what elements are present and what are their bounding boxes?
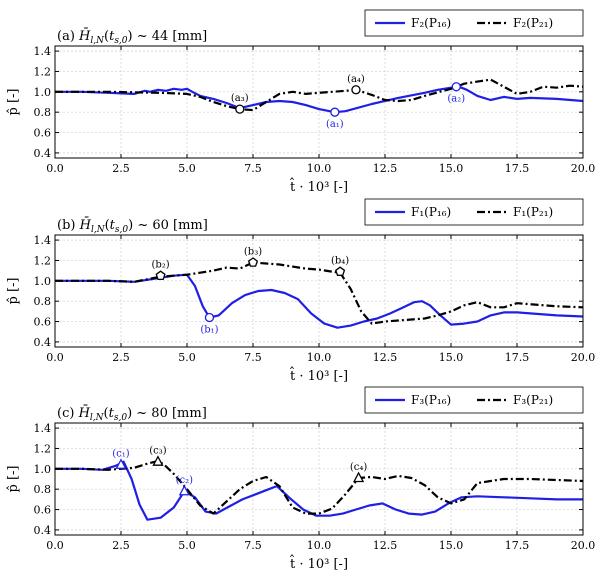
x-tick-label: 15.0 <box>439 351 464 364</box>
x-tick-label: 5.0 <box>178 351 196 364</box>
marker-label: (c₂) <box>176 475 194 486</box>
x-tick-label: 7.5 <box>244 351 262 364</box>
legend-label-1: F₃(P₁₆) <box>411 393 451 407</box>
series-line-a-1 <box>55 85 584 114</box>
panel-c: 0.0 2.5 5.0 7.5 10.0 12.5 15.0 17.5 20.0 0.4 0.6 0.… <box>6 386 596 572</box>
marker-circle <box>330 107 340 117</box>
y-tick-label: 1.2 <box>34 442 52 455</box>
x-tick-label: 17.5 <box>505 539 530 552</box>
marker-circle <box>351 85 361 95</box>
x-tick-label: 7.5 <box>244 539 262 552</box>
marker-label: (c₁) <box>112 449 130 460</box>
x-tick-label: 2.5 <box>112 351 130 364</box>
y-tick-label: 1.0 <box>34 275 52 288</box>
y-tick-label: 0.4 <box>34 147 52 160</box>
marker-label: (c₃) <box>149 446 167 457</box>
y-tick-label: 0.4 <box>34 524 52 537</box>
y-axis-label: p̂ [-] <box>6 278 21 305</box>
x-tick-label: 2.5 <box>112 162 130 175</box>
y-axis-label: p̂ [-] <box>6 466 21 493</box>
y-tick-label: 0.4 <box>34 336 52 349</box>
legend-label-1: F₂(P₁₆) <box>411 16 451 30</box>
x-tick-label: 5.0 <box>178 539 196 552</box>
panel-title: (b) H̄l,N(ts,0) ~ 60 [mm] <box>57 217 208 235</box>
marker-label: (b₃) <box>244 246 262 257</box>
marker-circle <box>204 312 215 323</box>
x-axis-label: t̂ · 10³ [-] <box>289 554 348 572</box>
x-tick-label: 17.5 <box>505 162 530 175</box>
x-axis-label: t̂ · 10³ [-] <box>289 177 348 195</box>
marker-circle <box>235 104 245 114</box>
marker-triangle <box>152 455 164 466</box>
marker-circle <box>451 82 461 92</box>
y-tick-label: 1.4 <box>34 45 52 58</box>
x-tick-label: 12.5 <box>373 539 398 552</box>
series-line-c-1 <box>55 460 583 521</box>
marker-label: (c₄) <box>350 462 368 473</box>
y-tick-label: 0.6 <box>34 316 52 329</box>
marker-label: (a₂) <box>447 94 465 105</box>
marker-label: (b₂) <box>151 260 169 271</box>
marker-label: (a₄) <box>347 74 365 85</box>
y-tick-label: 1.0 <box>34 463 52 476</box>
y-tick-label: 1.2 <box>34 254 52 267</box>
panel-a: 0.0 2.5 5.0 7.5 10.0 12.5 15.0 17.5 20.0 0.4 0.6 0.… <box>6 9 596 195</box>
x-tick-label: 12.5 <box>373 162 398 175</box>
marker-triangle <box>115 458 127 469</box>
marker-label: (b₁) <box>200 324 218 335</box>
marker-label: (a₁) <box>326 119 344 130</box>
y-tick-label: 0.6 <box>34 504 52 517</box>
x-tick-label: 12.5 <box>373 351 398 364</box>
x-axis-label: t̂ · 10³ [-] <box>289 366 348 384</box>
x-tick-label: 20.0 <box>571 351 596 364</box>
marker-pentagon <box>247 257 259 267</box>
x-tick-label: 17.5 <box>505 351 530 364</box>
marker-triangle <box>178 484 190 496</box>
y-tick-label: 1.2 <box>34 65 52 78</box>
panel-title: (a) H̄l,N(ts,0) ~ 44 [mm] <box>57 28 207 46</box>
y-tick-label: 0.8 <box>34 295 52 308</box>
legend-label-2: F₃(P₂₁) <box>513 393 553 407</box>
y-tick-label: 0.8 <box>34 106 52 119</box>
legend: F₂(P₁₆) F₂(P₂₁) <box>364 9 584 37</box>
y-tick-label: 1.4 <box>34 422 52 435</box>
legend: F₁(P₁₆) F₁(P₂₁) <box>364 198 584 226</box>
x-tick-label: 5.0 <box>178 162 196 175</box>
panel-b: 0.0 2.5 5.0 7.5 10.0 12.5 15.0 17.5 20.0 0.4 0.6 0.… <box>6 198 596 384</box>
series-line-b-1 <box>55 273 584 329</box>
y-tick-label: 0.6 <box>34 127 52 140</box>
y-tick-label: 1.0 <box>34 86 52 99</box>
x-tick-label: 0.0 <box>46 351 64 364</box>
x-tick-label: 2.5 <box>112 539 130 552</box>
x-tick-label: 20.0 <box>571 539 596 552</box>
marker-label: (b₄) <box>331 256 349 267</box>
x-tick-label: 15.0 <box>439 162 464 175</box>
x-tick-label: 7.5 <box>244 162 262 175</box>
x-tick-label: 10.0 <box>307 162 332 175</box>
legend: F₃(P₁₆) F₃(P₂₁) <box>364 386 584 414</box>
x-tick-label: 10.0 <box>307 539 332 552</box>
legend-label-2: F₂(P₂₁) <box>513 16 553 30</box>
x-tick-label: 20.0 <box>571 162 596 175</box>
marker-triangle <box>353 471 365 483</box>
legend-label-1: F₁(P₁₆) <box>411 205 451 219</box>
marker-pentagon <box>155 270 166 281</box>
marker-pentagon <box>335 266 346 276</box>
marker-label: (a₃) <box>231 93 249 104</box>
y-tick-label: 0.8 <box>34 483 52 496</box>
y-axis-label: p̂ [-] <box>6 89 21 116</box>
legend-label-2: F₁(P₂₁) <box>513 205 553 219</box>
x-tick-label: 15.0 <box>439 539 464 552</box>
y-tick-label: 1.4 <box>34 234 52 247</box>
x-tick-label: 0.0 <box>46 539 64 552</box>
panel-title: (c) H̄l,N(ts,0) ~ 80 [mm] <box>57 405 207 423</box>
x-tick-label: 0.0 <box>46 162 64 175</box>
x-tick-label: 10.0 <box>307 351 332 364</box>
